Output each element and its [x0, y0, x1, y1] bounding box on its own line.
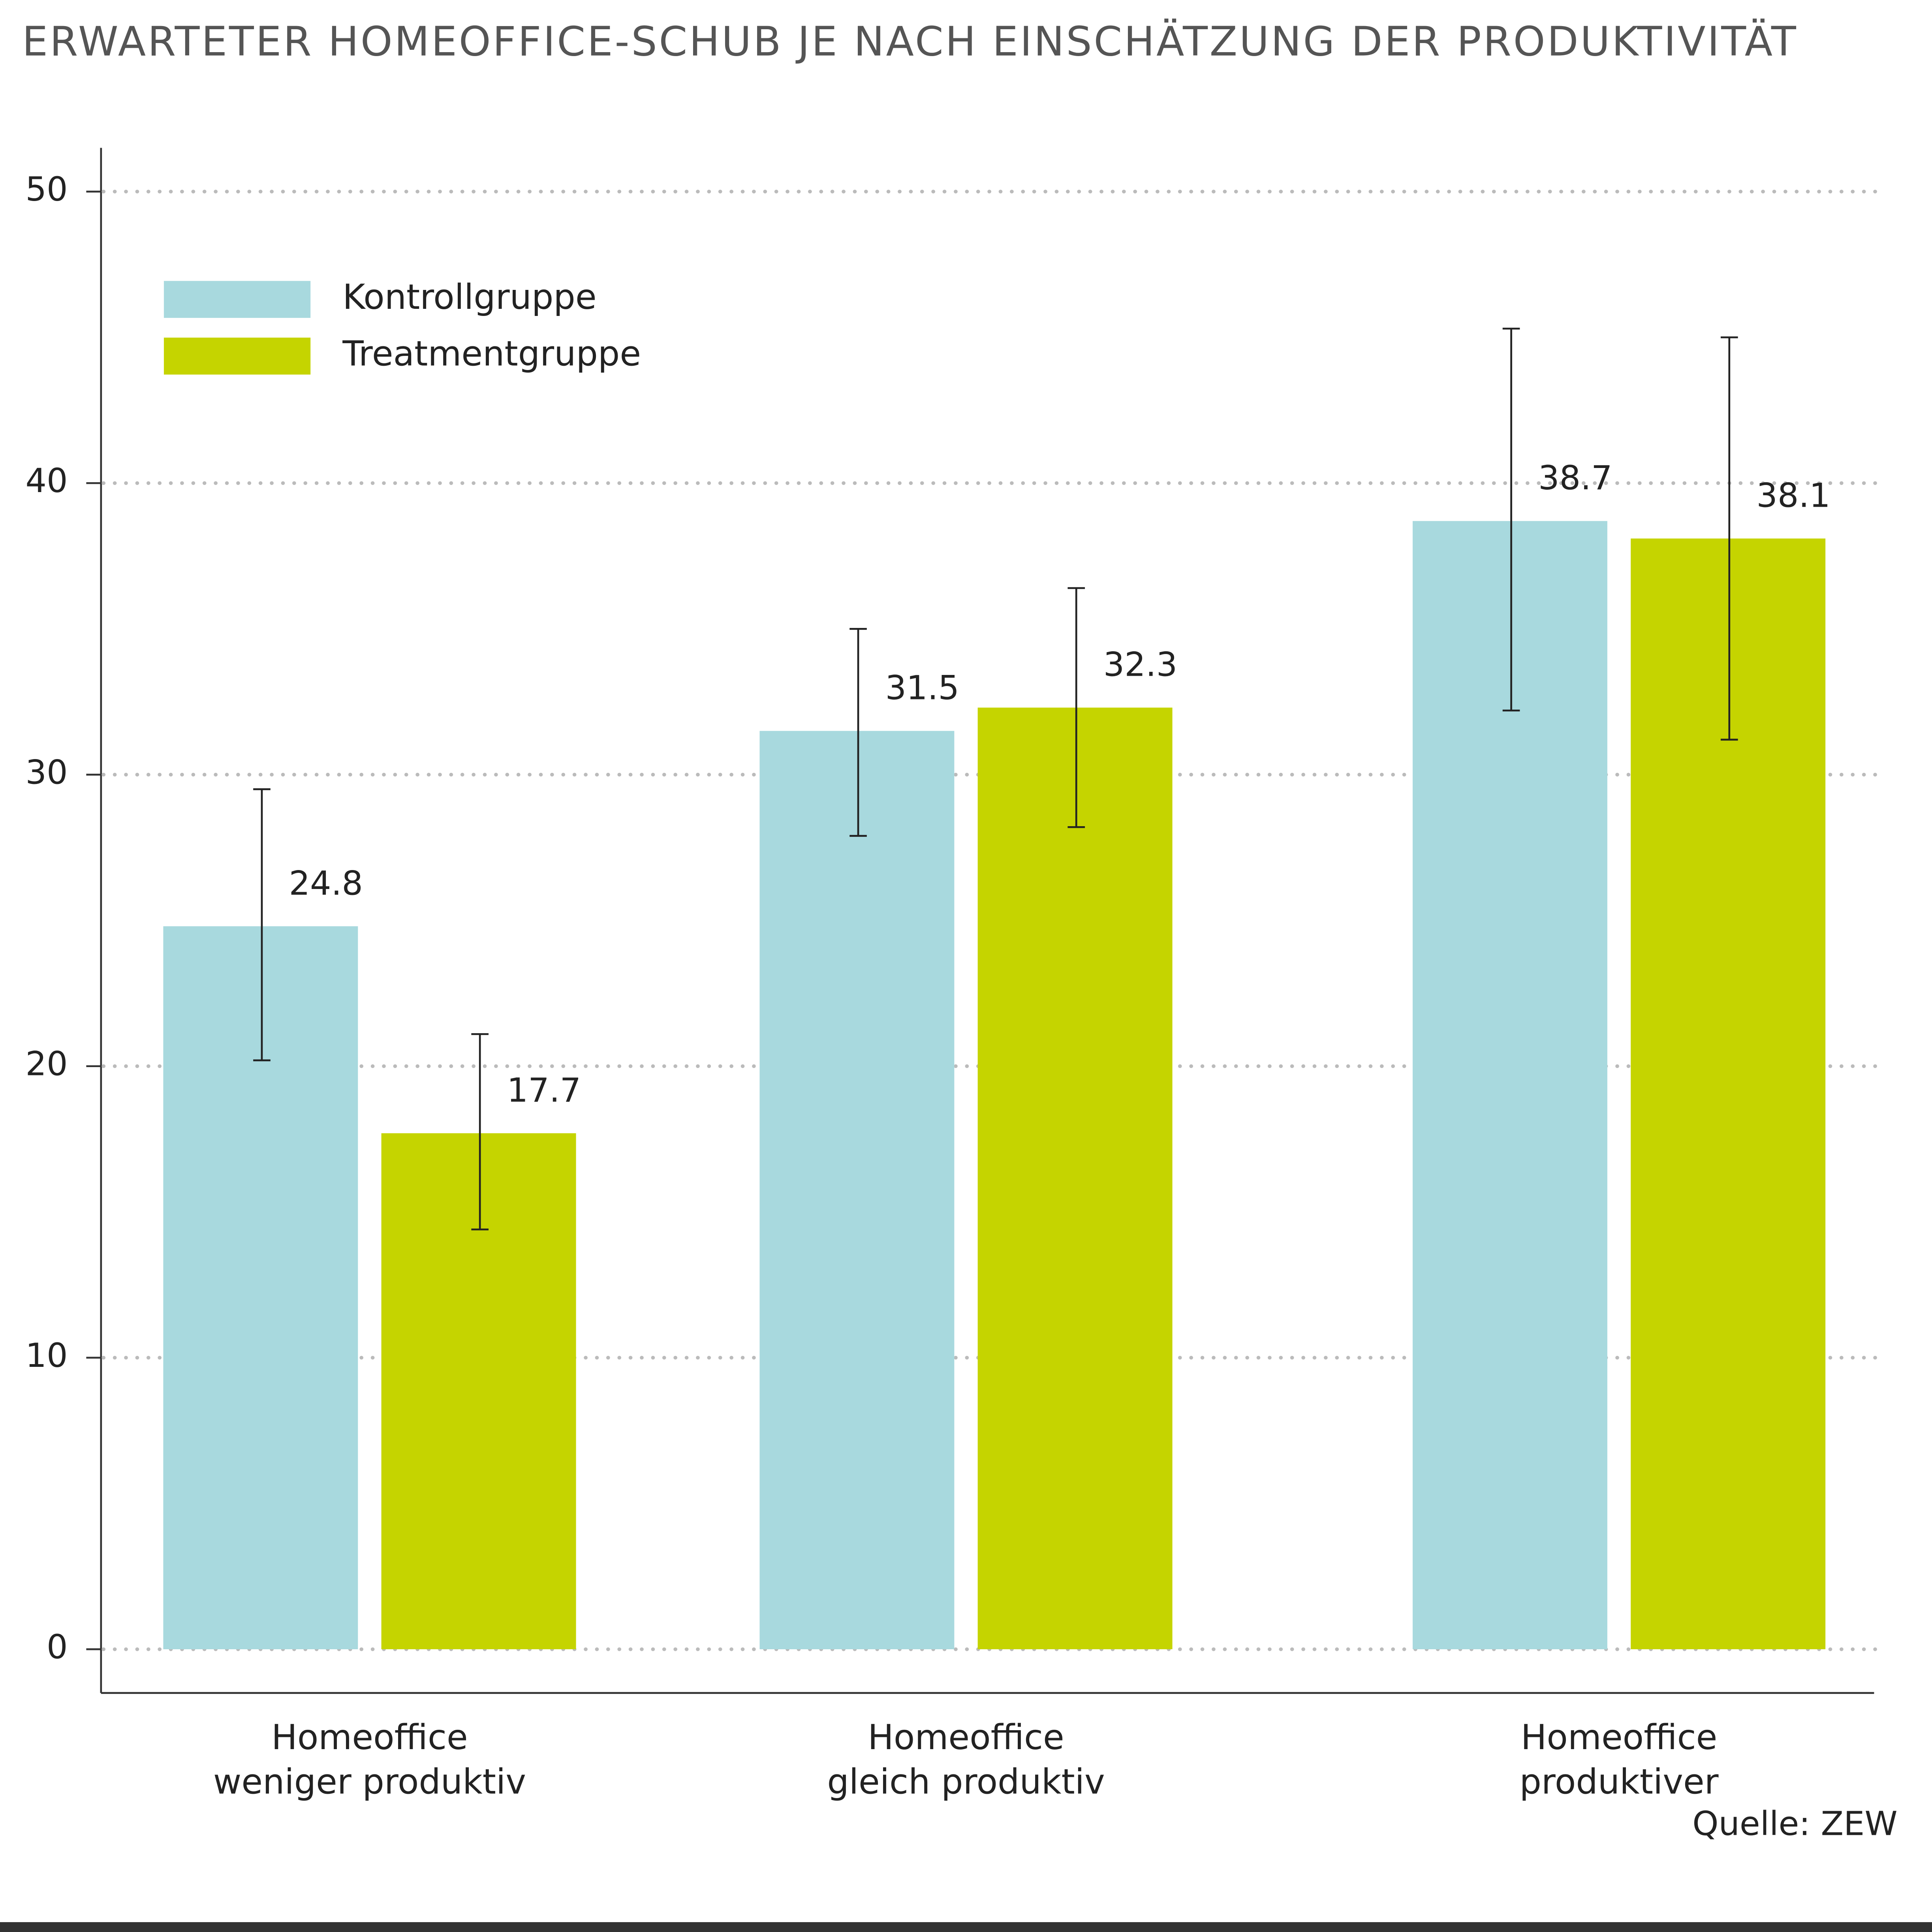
value-label: 32.3 [1103, 645, 1178, 684]
value-label: 31.5 [885, 669, 959, 707]
legend-label: Kontrollgruppe [342, 277, 596, 317]
y-tick-label: 0 [47, 1628, 68, 1666]
legend-swatch [164, 281, 311, 318]
bar [163, 926, 358, 1650]
x-tick-label: Homeoffice [1521, 1717, 1718, 1757]
y-tick-label: 50 [25, 170, 68, 209]
value-label: 38.7 [1538, 459, 1613, 497]
y-tick-label: 20 [25, 1045, 68, 1083]
bar [1631, 538, 1826, 1650]
x-tick-label: produktiver [1519, 1762, 1718, 1802]
y-tick-label: 40 [25, 461, 68, 500]
x-tick-label: gleich produktiv [827, 1762, 1105, 1802]
x-tick-label: weniger produktiv [213, 1762, 526, 1802]
bar [1412, 521, 1607, 1650]
legend-swatch [164, 337, 311, 375]
source: Quelle: ZEW [1692, 1804, 1897, 1843]
value-label: 17.7 [507, 1071, 581, 1109]
bar [977, 707, 1173, 1650]
footer-bar [0, 1922, 1932, 1932]
y-tick-label: 10 [25, 1336, 68, 1375]
bar [381, 1133, 576, 1650]
value-label: 24.8 [289, 864, 363, 902]
x-tick-label: Homeoffice [868, 1717, 1064, 1757]
x-tick-label: Homeoffice [271, 1717, 468, 1757]
legend-label: Treatmentgruppe [342, 334, 641, 374]
bar [759, 731, 955, 1650]
chart-title: ERWARTETER HOMEOFFICE-SCHUB JE NACH EINS… [22, 18, 1798, 66]
value-label: 38.1 [1756, 476, 1831, 515]
y-tick-label: 30 [25, 753, 68, 791]
